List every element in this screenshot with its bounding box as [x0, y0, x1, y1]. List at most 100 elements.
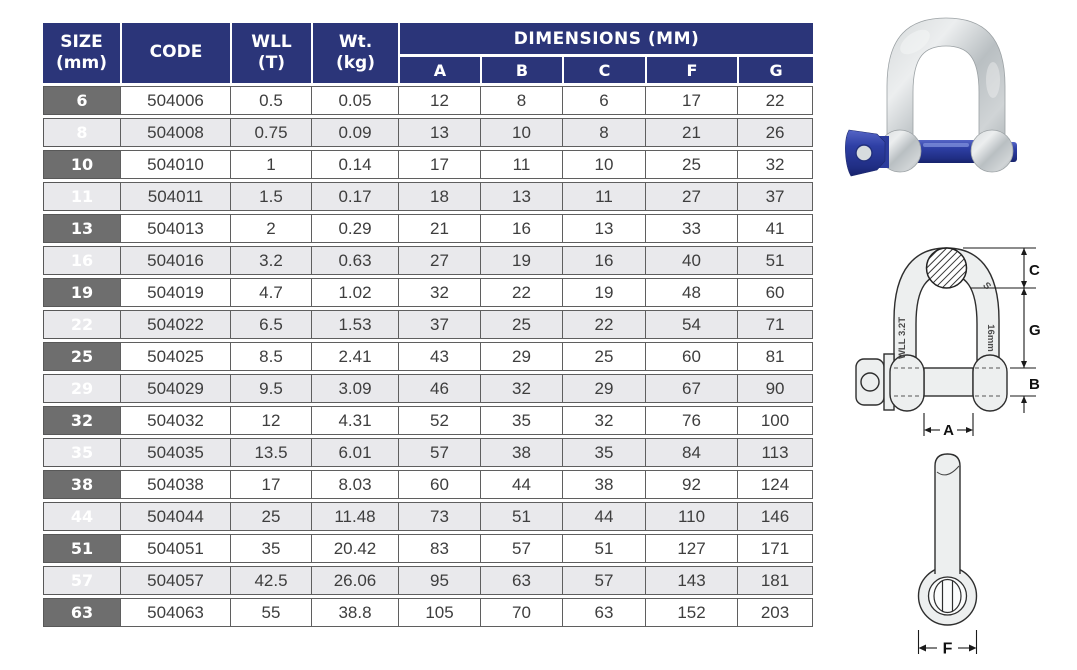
- shackle-photo: [845, 17, 1017, 177]
- table-body: 6 504006 0.5 0.05 12 8 6 17 22 8 504008 0.75 0.09 13 1…: [43, 86, 814, 627]
- value-cell: 146: [737, 502, 814, 531]
- value-cell: 51: [737, 246, 814, 275]
- header-code: CODE: [120, 23, 230, 83]
- value-cell: 29: [562, 374, 645, 403]
- table-row: 38 504038 17 8.03 60 44 38 92 124: [43, 470, 814, 499]
- value-cell: 1.5: [230, 182, 311, 211]
- header-dim-a: A: [398, 57, 480, 83]
- value-cell: 21: [645, 118, 737, 147]
- value-cell: 19: [562, 278, 645, 307]
- value-cell: 48: [645, 278, 737, 307]
- value-cell: 1.02: [311, 278, 398, 307]
- header-wt-line2: (kg): [335, 53, 375, 73]
- header-dim-b: B: [480, 57, 562, 83]
- header-wll-line2: (T): [257, 53, 286, 73]
- value-cell: 504011: [120, 182, 230, 211]
- value-cell: 113: [737, 438, 814, 467]
- value-cell: 95: [398, 566, 480, 595]
- value-cell: 504025: [120, 342, 230, 371]
- value-cell: 25: [645, 150, 737, 179]
- diagram-pin-shaft: [923, 367, 974, 397]
- table-row: 63 504063 55 38.8 105 70 63 152 203: [43, 598, 814, 627]
- value-cell: 54: [645, 310, 737, 339]
- size-cell: 63: [43, 598, 120, 627]
- dimension-f: F: [917, 630, 978, 658]
- value-cell: 67: [645, 374, 737, 403]
- table-row: 22 504022 6.5 1.53 37 25 22 54 71: [43, 310, 814, 339]
- value-cell: 11.48: [311, 502, 398, 531]
- spec-table: SIZE (mm) CODE WLL (T) Wt. (kg) DIMENSIO…: [43, 20, 814, 630]
- pin-head-hole: [855, 144, 873, 162]
- side-pin-section: [927, 576, 968, 616]
- shackle-front-diagram: WLL 3.2T 16mm S C G B A: [855, 247, 1041, 439]
- value-cell: 37: [398, 310, 480, 339]
- table-row: 32 504032 12 4.31 52 35 32 76 100: [43, 406, 814, 435]
- value-cell: 2: [230, 214, 311, 243]
- value-cell: 32: [398, 278, 480, 307]
- value-cell: 90: [737, 374, 814, 403]
- value-cell: 0.14: [311, 150, 398, 179]
- value-cell: 21: [398, 214, 480, 243]
- value-cell: 26.06: [311, 566, 398, 595]
- value-cell: 22: [562, 310, 645, 339]
- value-cell: 73: [398, 502, 480, 531]
- value-cell: 51: [480, 502, 562, 531]
- size-cell: 44: [43, 502, 120, 531]
- value-cell: 38: [562, 470, 645, 499]
- value-cell: 9.5: [230, 374, 311, 403]
- value-cell: 110: [645, 502, 737, 531]
- value-cell: 55: [230, 598, 311, 627]
- value-cell: 504038: [120, 470, 230, 499]
- size-marking: 16mm: [985, 324, 996, 351]
- table-row: 13 504013 2 0.29 21 16 13 33 41: [43, 214, 814, 243]
- value-cell: 171: [737, 534, 814, 563]
- value-cell: 70: [480, 598, 562, 627]
- table-row: 19 504019 4.7 1.02 32 22 19 48 60: [43, 278, 814, 307]
- size-cell: 35: [43, 438, 120, 467]
- value-cell: 6: [562, 86, 645, 115]
- value-cell: 18: [398, 182, 480, 211]
- value-cell: 13: [562, 214, 645, 243]
- value-cell: 504057: [120, 566, 230, 595]
- value-cell: 2.41: [311, 342, 398, 371]
- value-cell: 22: [480, 278, 562, 307]
- value-cell: 32: [562, 406, 645, 435]
- side-shaft: [935, 454, 960, 574]
- value-cell: 10: [480, 118, 562, 147]
- value-cell: 10: [562, 150, 645, 179]
- value-cell: 127: [645, 534, 737, 563]
- value-cell: 8.03: [311, 470, 398, 499]
- size-cell: 25: [43, 342, 120, 371]
- value-cell: 3.09: [311, 374, 398, 403]
- pin-head: [845, 129, 889, 177]
- dimension-b: B: [1021, 376, 1040, 413]
- table-header: SIZE (mm) CODE WLL (T) Wt. (kg) DIMENSIO…: [43, 23, 814, 83]
- value-cell: 60: [737, 278, 814, 307]
- value-cell: 1: [230, 150, 311, 179]
- value-cell: 3.2: [230, 246, 311, 275]
- value-cell: 0.5: [230, 86, 311, 115]
- value-cell: 504008: [120, 118, 230, 147]
- diagram-left-boss: [889, 354, 925, 412]
- value-cell: 71: [737, 310, 814, 339]
- value-cell: 0.75: [230, 118, 311, 147]
- value-cell: 44: [562, 502, 645, 531]
- value-cell: 0.05: [311, 86, 398, 115]
- table-row: 51 504051 35 20.42 83 57 51 127 171: [43, 534, 814, 563]
- value-cell: 84: [645, 438, 737, 467]
- value-cell: 12: [398, 86, 480, 115]
- value-cell: 33: [645, 214, 737, 243]
- value-cell: 29: [480, 342, 562, 371]
- wll-marking: WLL 3.2T: [897, 317, 908, 359]
- value-cell: 105: [398, 598, 480, 627]
- table-row: 25 504025 8.5 2.41 43 29 25 60 81: [43, 342, 814, 371]
- dim-label-a: A: [943, 422, 954, 439]
- table-row: 44 504044 25 11.48 73 51 44 110 146: [43, 502, 814, 531]
- table-row: 8 504008 0.75 0.09 13 10 8 21 26: [43, 118, 814, 147]
- value-cell: 17: [230, 470, 311, 499]
- value-cell: 1.53: [311, 310, 398, 339]
- value-cell: 32: [480, 374, 562, 403]
- value-cell: 57: [398, 438, 480, 467]
- value-cell: 504029: [120, 374, 230, 403]
